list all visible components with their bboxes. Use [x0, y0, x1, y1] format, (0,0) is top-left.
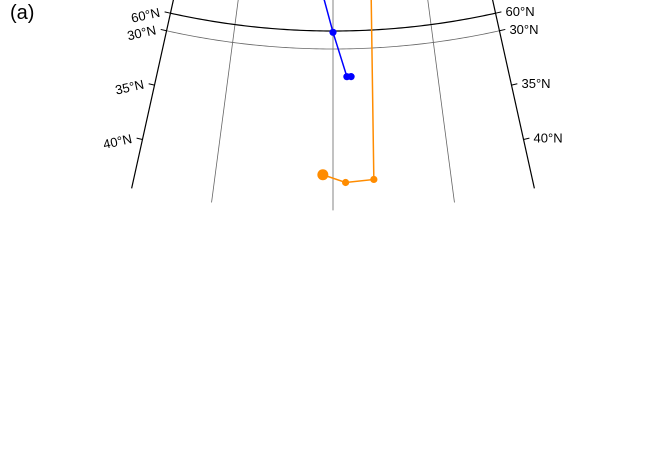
meridian-m15: [211, 0, 239, 203]
tick-left-35: [148, 83, 155, 86]
lat-label-left-30: 30°N: [126, 22, 158, 43]
tick-right-40: [523, 137, 530, 140]
lat-label-left-60: 60°N: [130, 5, 162, 26]
lat-label-right-60: 60°N: [506, 4, 535, 19]
tick-labels: 20°N20°N25°N25°N30°N30°N35°N35°N40°N40°N…: [102, 4, 563, 152]
lat-label-right-30: 30°N: [509, 22, 538, 37]
track-1-point-2: [329, 28, 337, 36]
tick-right-60: [495, 11, 502, 14]
track-line-1: [323, 0, 352, 78]
tick-left-30: [160, 28, 167, 32]
panel-label: (a): [10, 2, 35, 24]
parallel-30: [166, 30, 500, 50]
track-0-point-3: [342, 178, 350, 187]
lat-label-left-35: 35°N: [114, 77, 146, 98]
meridian-15: [427, 0, 455, 203]
track-0-point-4: [317, 169, 329, 181]
lat-label-left-40: 40°N: [102, 131, 134, 152]
frame-ticks: [136, 11, 530, 140]
track-0-point-2: [370, 175, 378, 184]
lat-label-right-40: 40°N: [534, 130, 563, 145]
tick-left-40: [136, 137, 143, 140]
track-line-0: [322, 0, 375, 184]
tick-right-35: [511, 83, 518, 86]
storm-tracks: [317, 0, 378, 187]
tick-right-30: [499, 28, 506, 32]
tick-left-60: [164, 11, 171, 14]
lat-label-right-35: 35°N: [521, 76, 550, 91]
graticule: [166, 0, 500, 211]
track-1-point-1: [343, 73, 351, 81]
